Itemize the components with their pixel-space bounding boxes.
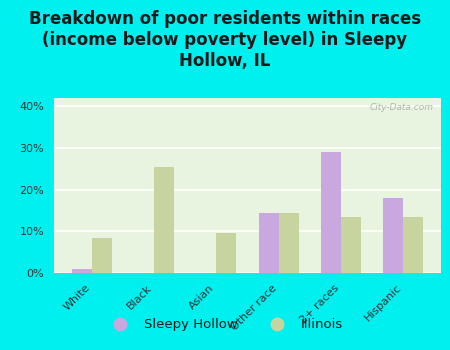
Bar: [72, 269, 91, 273]
Bar: [321, 152, 341, 273]
Text: City-Data.com: City-Data.com: [369, 103, 433, 112]
Bar: [91, 238, 112, 273]
Bar: [341, 217, 361, 273]
Bar: [404, 217, 423, 273]
Legend: Sleepy Hollow, Illinois: Sleepy Hollow, Illinois: [102, 313, 348, 336]
Bar: [154, 167, 174, 273]
Text: Breakdown of poor residents within races
(income below poverty level) in Sleepy
: Breakdown of poor residents within races…: [29, 10, 421, 70]
Bar: [279, 212, 299, 273]
Bar: [259, 212, 279, 273]
Bar: [216, 233, 236, 273]
Bar: [383, 198, 404, 273]
